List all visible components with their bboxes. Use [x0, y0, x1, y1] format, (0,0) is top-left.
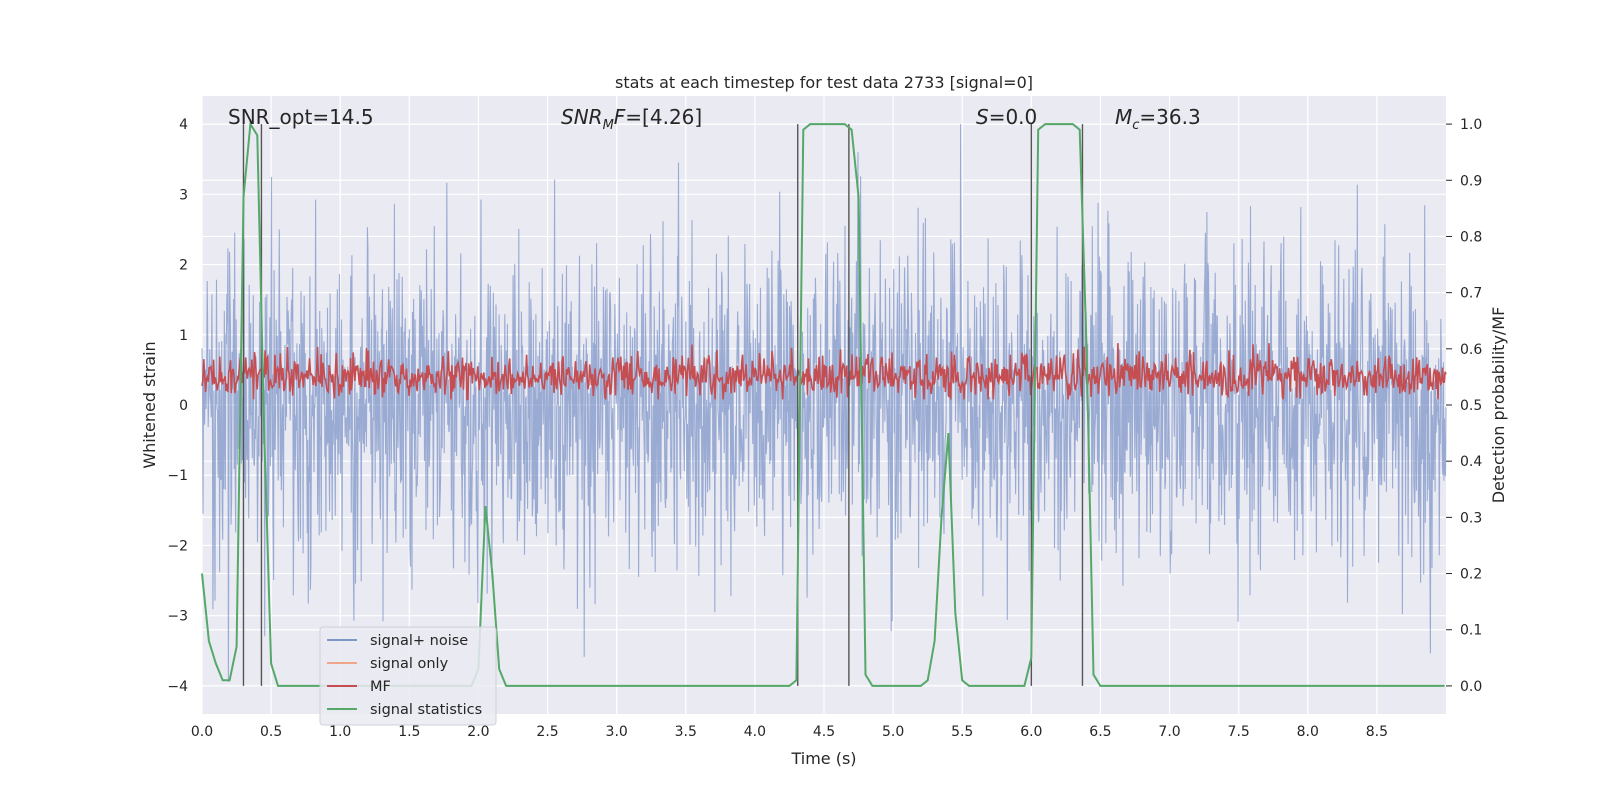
- y-axis-ticks: −4 −3 −2 −1 0 1 2 3 4: [167, 117, 188, 695]
- y-tick-label: 3: [179, 187, 188, 203]
- annotation-mc-sub: c: [1132, 118, 1139, 133]
- x-tick-label: 3.5: [675, 724, 697, 740]
- mf-line: [201, 343, 1447, 401]
- legend-label-signal-statistics: signal statistics: [370, 702, 482, 718]
- x-tick-label: 5.5: [951, 724, 973, 740]
- annotation-snr-mf: SNRMF=[4.26]: [561, 105, 702, 133]
- legend-label-signal-only: signal only: [370, 656, 449, 672]
- y-tick-label: 0: [179, 398, 188, 414]
- annotation-mc-value: =36.3: [1139, 105, 1200, 129]
- y-tick-label: −1: [167, 468, 188, 484]
- y-tick-label: 4: [179, 117, 188, 133]
- y-right-tick-label: 1.0: [1460, 117, 1482, 133]
- x-tick-label: 5.0: [882, 724, 904, 740]
- annotation-s-value: =0.0: [989, 105, 1038, 129]
- annotation-snr-mf-rest: F: [614, 105, 626, 129]
- annotation-mc-symbol: M: [1115, 105, 1132, 129]
- x-tick-label: 0.5: [260, 724, 282, 740]
- mf-series: [201, 343, 1447, 401]
- y-right-tick-label: 0.7: [1460, 286, 1482, 302]
- x-tick-label: 3.0: [606, 724, 628, 740]
- y-tick-label: 2: [179, 258, 188, 274]
- y-right-tick-label: 0.4: [1460, 454, 1482, 470]
- signal-plus-noise-series: [201, 124, 1447, 682]
- annotation-snr-opt: SNR_opt=14.5: [228, 105, 374, 129]
- annotation-mc: Mc=36.3: [1115, 105, 1201, 133]
- y-axis-right-ticks: 0.0 0.1 0.2 0.3 0.4 0.5 0.6 0.7 0.8 0.9 1.0: [1446, 117, 1482, 695]
- legend-label-mf: MF: [370, 679, 391, 695]
- y-tick-label: −4: [167, 679, 188, 695]
- x-axis-ticks: 0.0 0.5 1.0 1.5 2.0 2.5 3.0 3.5 4.0 4.5 5.0 5.5 6.0 6…: [191, 724, 1388, 740]
- chart-title: stats at each timestep for test data 273…: [615, 73, 1033, 92]
- legend-label-signal-noise: signal+ noise: [370, 633, 468, 649]
- annotation-snr-mf-main: SNR: [561, 105, 603, 129]
- y-right-tick-label: 0.9: [1460, 173, 1482, 189]
- annotation-s: S=0.0: [976, 105, 1037, 129]
- y-right-tick-label: 0.2: [1460, 567, 1482, 583]
- y-right-tick-label: 0.1: [1460, 623, 1482, 639]
- x-axis-label: Time (s): [790, 749, 856, 768]
- x-tick-label: 0.0: [191, 724, 213, 740]
- legend-box: [319, 626, 497, 726]
- y-tick-label: 1: [179, 328, 188, 344]
- y-axis-right-label: Detection probability/MF: [1489, 307, 1508, 504]
- signal-plus-noise-line: [201, 124, 1447, 682]
- y-axis-label: Whitened strain: [140, 341, 159, 468]
- x-tick-label: 6.0: [1020, 724, 1042, 740]
- y-right-tick-label: 0.0: [1460, 679, 1482, 695]
- y-tick-label: −3: [167, 609, 188, 625]
- y-right-tick-label: 0.5: [1460, 398, 1482, 414]
- legend: signal+ noise signal only MF signal stat…: [319, 626, 497, 726]
- x-tick-label: 7.0: [1158, 724, 1180, 740]
- y-right-tick-label: 0.8: [1460, 229, 1482, 245]
- y-right-tick-label: 0.6: [1460, 342, 1482, 358]
- y-tick-label: −2: [167, 538, 188, 554]
- y-right-tick-label: 0.3: [1460, 510, 1482, 526]
- annotation-snr-mf-value: =[4.26]: [625, 105, 702, 129]
- x-tick-label: 2.5: [536, 724, 558, 740]
- x-tick-label: 8.0: [1297, 724, 1319, 740]
- x-tick-label: 4.5: [813, 724, 835, 740]
- x-tick-label: 2.0: [467, 724, 489, 740]
- signal-statistics-line: [201, 121, 1445, 687]
- annotation-s-symbol: S: [976, 105, 989, 129]
- signal-statistics-series: [201, 121, 1445, 687]
- x-tick-label: 1.5: [398, 724, 420, 740]
- x-tick-label: 1.0: [329, 724, 351, 740]
- x-tick-label: 7.5: [1228, 724, 1250, 740]
- x-tick-label: 6.5: [1089, 724, 1111, 740]
- x-tick-label: 8.5: [1366, 724, 1388, 740]
- annotation-snr-mf-sub: M: [603, 118, 614, 133]
- x-tick-label: 4.0: [744, 724, 766, 740]
